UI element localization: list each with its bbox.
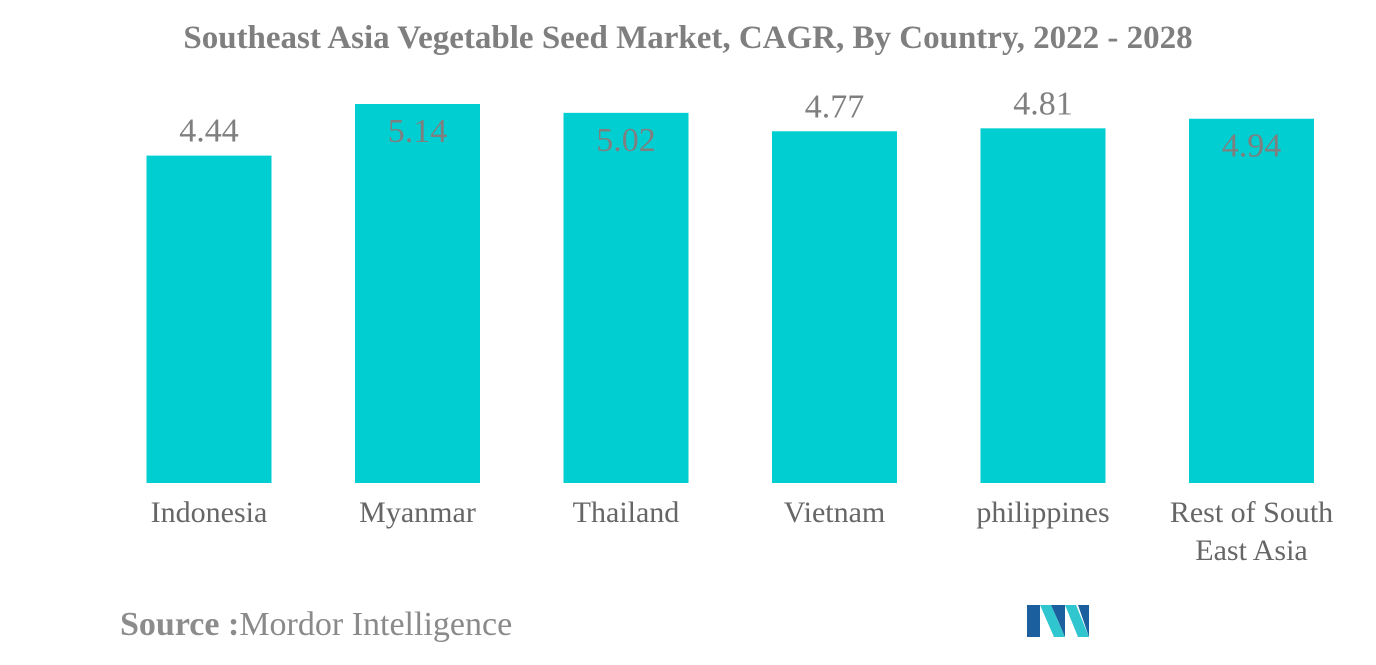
mordor-intelligence-logo-icon [1027, 605, 1089, 637]
value-label-2: 5.14 [388, 113, 448, 150]
logo-right-bar [1078, 605, 1089, 637]
category-label-2: Myanmar [359, 496, 476, 529]
value-label-5: 4.81 [1013, 85, 1073, 122]
category-labels-group: Indonesia Myanmar Thailand Vietnam philippin… [151, 496, 1334, 567]
logo-mid-shape [1040, 605, 1065, 637]
value-label-6: 4.94 [1222, 128, 1282, 165]
bar-3 [563, 112, 689, 483]
bar-1 [146, 155, 272, 483]
value-label-3: 5.02 [596, 122, 656, 159]
category-label-line: philippines [976, 496, 1109, 529]
bars-group [146, 104, 1314, 484]
category-label-6: Rest of South East Asia [1170, 496, 1333, 567]
category-label-line: East Asia [1195, 534, 1308, 567]
category-label-line: Rest of South [1170, 496, 1333, 529]
category-label-line: Myanmar [359, 496, 476, 529]
bar-6 [1189, 118, 1314, 484]
category-label-4: Vietnam [784, 496, 886, 529]
value-labels-group: 4.44 5.14 5.02 4.77 4.81 4.94 [179, 85, 1281, 164]
logo-right-shape [1065, 605, 1089, 637]
value-label-4: 4.77 [805, 88, 865, 125]
category-label-5: philippines [976, 496, 1109, 529]
value-label-1: 4.44 [179, 113, 239, 150]
bar-5 [980, 128, 1106, 483]
bar-4 [772, 131, 897, 483]
source-text: Mordor Intelligence [239, 606, 513, 643]
category-label-line: Vietnam [784, 496, 886, 529]
source-label: Source : [120, 606, 240, 643]
category-label-line: Indonesia [151, 496, 268, 529]
category-label-line: Thailand [573, 496, 680, 529]
bar-2 [355, 104, 480, 483]
category-label-3: Thailand [573, 496, 680, 529]
logo-mid-right-shape [1051, 605, 1065, 637]
chart-title: Southeast Asia Vegetable Seed Market, CA… [183, 20, 1193, 56]
logo-left-shape [1027, 605, 1040, 637]
source-note: Source :Mordor Intelligence [120, 606, 512, 644]
category-label-1: Indonesia [151, 496, 268, 529]
